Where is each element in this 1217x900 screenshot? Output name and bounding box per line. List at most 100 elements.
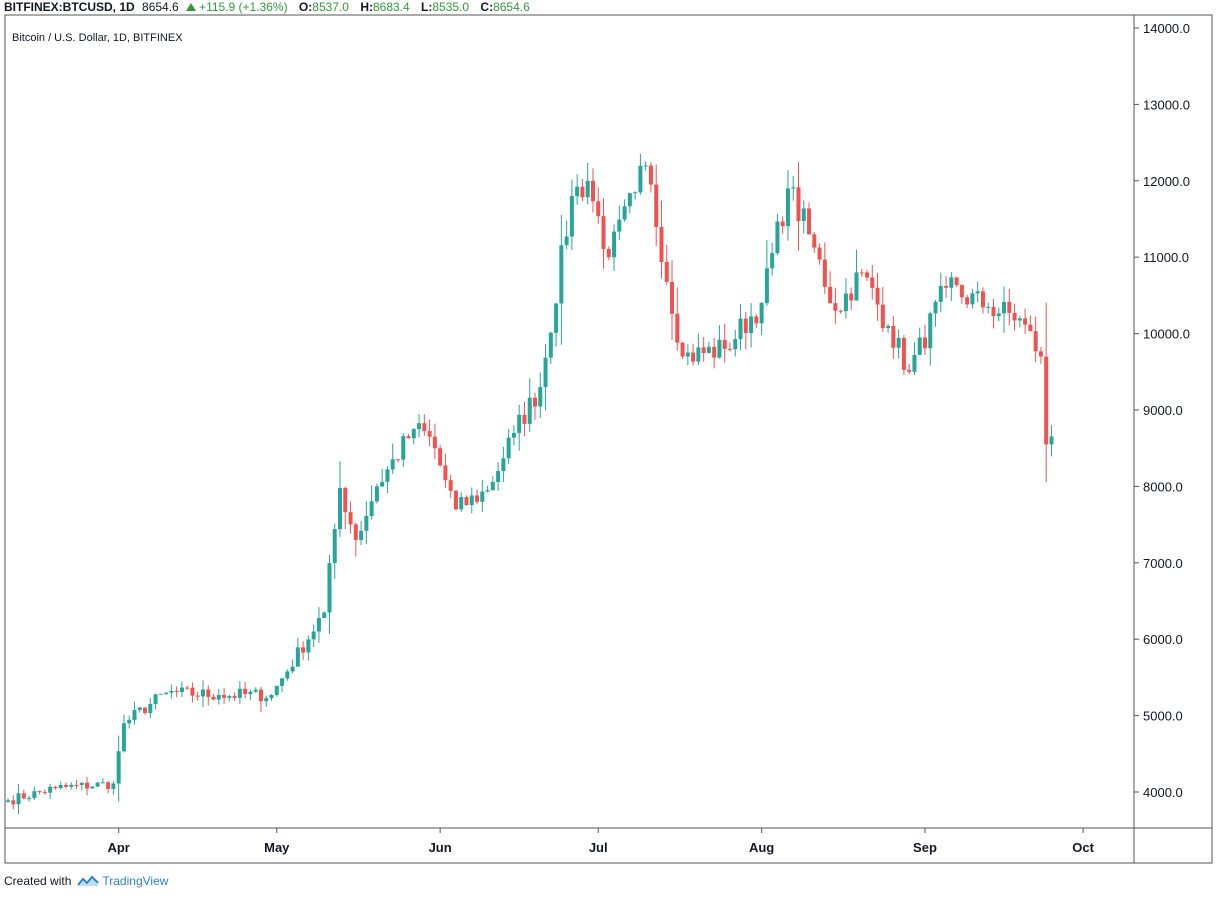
candle-body [838, 310, 843, 312]
candle-body [975, 291, 980, 294]
candle-body [886, 325, 891, 329]
candle-body [527, 397, 532, 424]
candle-body [306, 639, 311, 653]
candle-body [174, 690, 179, 693]
candle-body [85, 782, 90, 789]
candle-body [517, 414, 522, 433]
candle-body [69, 784, 74, 787]
candle-body [74, 784, 79, 786]
candle-body [764, 268, 769, 304]
candle-body [301, 647, 306, 653]
candle-body [680, 342, 685, 357]
candle-body [965, 297, 970, 305]
candle-body [770, 253, 775, 269]
candle-body [37, 791, 42, 793]
candle-body [32, 791, 37, 799]
candle-body [469, 495, 474, 506]
candle-body [90, 786, 95, 789]
candle-body [727, 348, 732, 350]
candle-body [248, 691, 253, 695]
candle-body [359, 530, 364, 540]
candle-body [622, 206, 627, 220]
candle-body [870, 277, 875, 288]
candle-body [121, 723, 126, 752]
candle-body [322, 612, 327, 618]
candle-body [401, 436, 406, 460]
candle-body [79, 782, 84, 786]
y-tick-label: 11000.0 [1143, 250, 1189, 265]
candle-body [859, 272, 864, 274]
candle-body [938, 286, 943, 302]
candle-body [438, 448, 443, 466]
candle-body [564, 236, 569, 246]
candle-body [200, 689, 205, 697]
candle-body [712, 346, 717, 358]
last-price: 8654.6 [142, 0, 179, 14]
candle-body [1002, 301, 1007, 314]
candle-body [385, 469, 390, 482]
candle-body [865, 272, 870, 278]
candle-body [880, 304, 885, 329]
candle-body [453, 490, 458, 510]
y-tick-label: 13000.0 [1143, 97, 1190, 112]
candle-body [991, 306, 996, 317]
candle-body [590, 180, 595, 202]
candle-body [643, 165, 648, 167]
candle-body [791, 187, 796, 189]
candle-body [48, 786, 53, 793]
candle-body [738, 318, 743, 340]
candle-body [1028, 324, 1033, 332]
candle-body [348, 512, 353, 525]
candle-body [875, 287, 880, 305]
change-value: +115.9 (+1.36%) [186, 0, 292, 14]
candle-body [996, 313, 1001, 317]
high-label: H: [360, 0, 373, 14]
candle-body [596, 201, 601, 217]
candle-body [116, 751, 121, 784]
candle-body [949, 277, 954, 288]
x-tick-label: Aug [749, 840, 774, 855]
candle-body [548, 332, 553, 358]
candle-body [227, 695, 232, 698]
candle-body [380, 481, 385, 487]
candle-body [612, 231, 617, 258]
candle-body [432, 436, 437, 449]
chart-frame [4, 14, 1213, 864]
candle-body [501, 458, 506, 472]
candle-body [290, 666, 295, 672]
candle-body [559, 245, 564, 304]
low-value: 8535.0 [432, 0, 470, 14]
x-tick-label: Jul [589, 840, 608, 855]
candle-body [232, 695, 237, 698]
y-tick-label: 9000.0 [1143, 403, 1183, 418]
candle-body [986, 306, 991, 308]
candle-body [970, 293, 975, 305]
symbol-label: BITFINEX:BTCUSD, 1D [4, 0, 135, 14]
candle-body [448, 480, 453, 491]
candle-body [944, 286, 949, 288]
candle-body [338, 487, 343, 530]
tradingview-logo[interactable]: TradingView [77, 874, 168, 888]
candle-body [21, 793, 26, 799]
candle-body [42, 791, 47, 793]
y-tick-label: 8000.0 [1143, 479, 1183, 494]
candle-body [496, 471, 501, 482]
candle-body [522, 414, 527, 424]
candle-body [264, 698, 269, 702]
candle-body [670, 281, 675, 314]
candle-body [896, 337, 901, 348]
candle-body [206, 689, 211, 697]
candle-body [459, 497, 464, 510]
candle-body [706, 346, 711, 353]
candle-body [754, 316, 759, 324]
candle-body [153, 694, 158, 704]
candle-body [1012, 312, 1017, 321]
candle-body [780, 221, 785, 227]
candle-body [106, 782, 111, 789]
candle-body [274, 685, 279, 695]
candle-body [617, 219, 622, 232]
candle-body [185, 687, 190, 689]
candle-body [580, 186, 585, 198]
candle-body [364, 515, 369, 531]
